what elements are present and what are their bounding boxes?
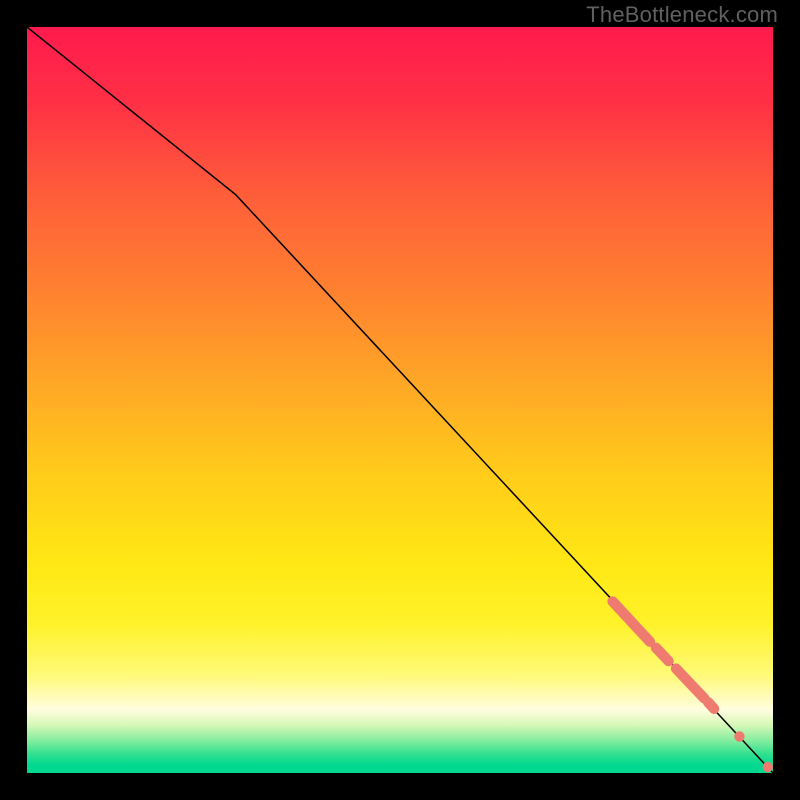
chart-marker-segment	[708, 702, 714, 709]
chart-svg	[27, 27, 773, 773]
chart-marker-dot	[734, 731, 744, 741]
chart-background	[27, 27, 773, 773]
watermark-text: TheBottleneck.com	[586, 2, 778, 28]
chart-plot-area	[27, 27, 773, 773]
chart-marker-dot	[763, 762, 773, 772]
